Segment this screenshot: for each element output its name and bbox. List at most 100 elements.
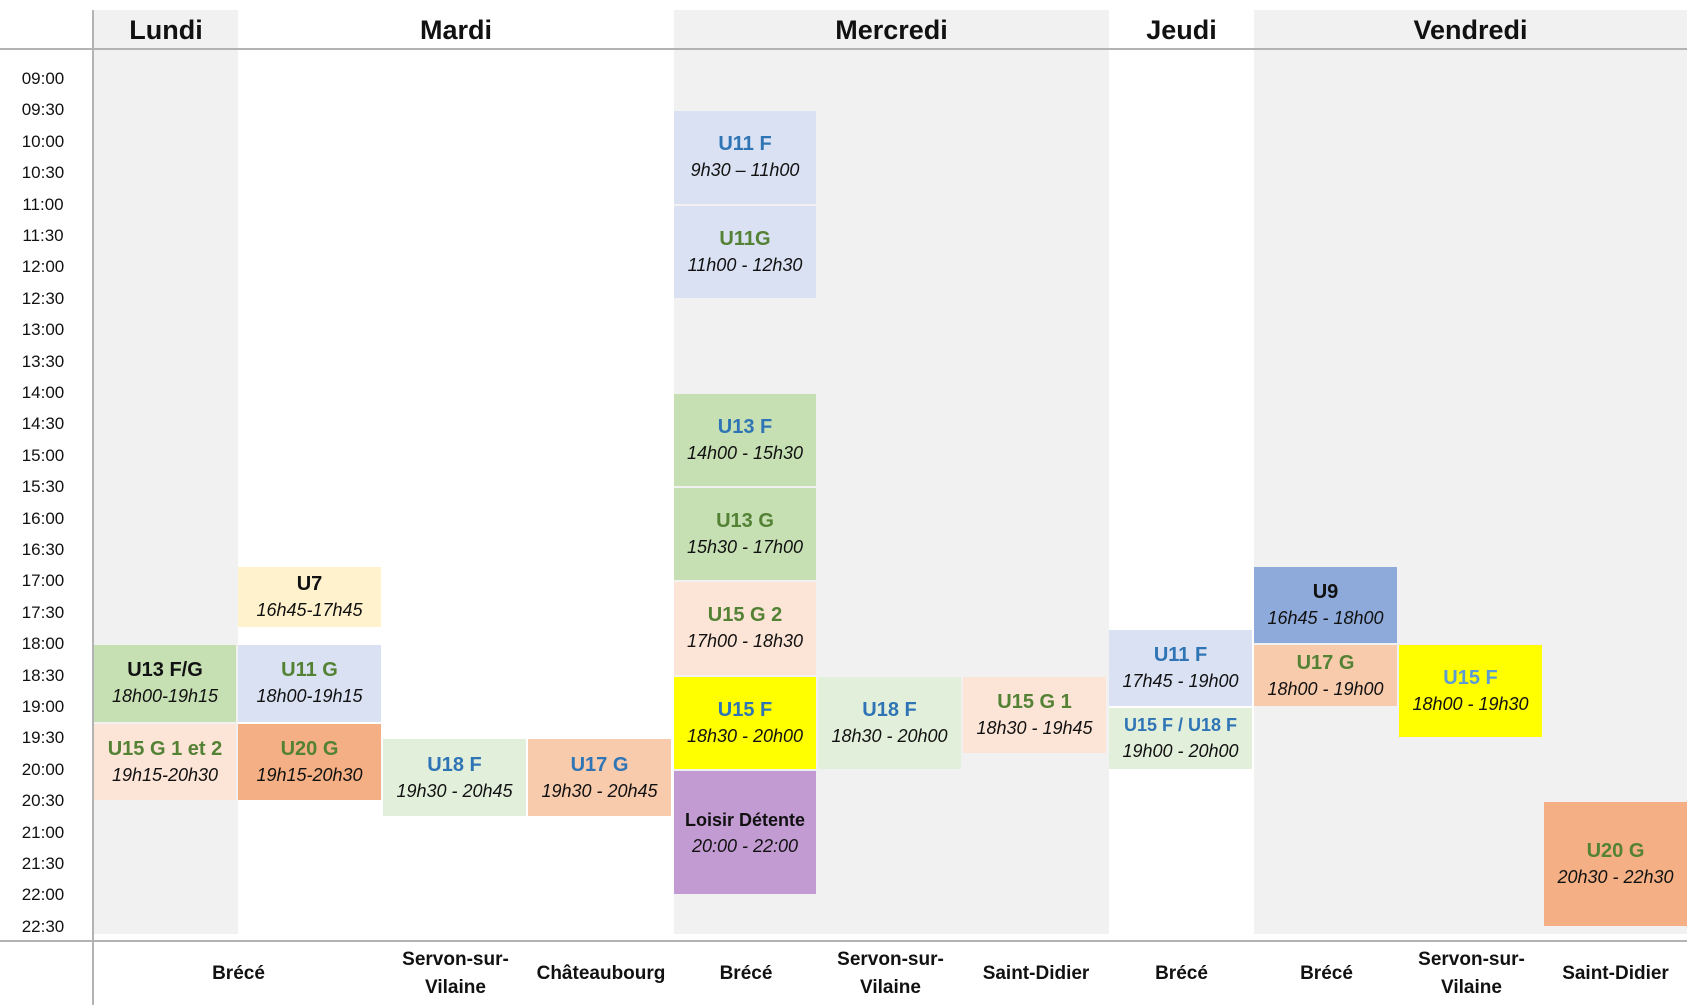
session-block[interactable]: U18 F 18h30 - 20h00 — [818, 676, 961, 769]
venue-label: Servon-sur-Vilaine — [402, 949, 509, 998]
time-label: 21:30 — [21, 854, 65, 873]
session-name: U9 — [1312, 580, 1339, 603]
session-time: 9h30 – 11h00 — [690, 160, 800, 181]
session-time: 16h45 - 18h00 — [1267, 607, 1384, 628]
day-header-vendredi: Vendredi — [1413, 15, 1528, 45]
day-header-jeudi: Jeudi — [1146, 15, 1217, 45]
time-label: 19:00 — [21, 697, 65, 716]
day-header-mercredi: Mercredi — [835, 15, 948, 45]
time-label: 21:00 — [21, 822, 65, 842]
session-time: 18h00 - 19h00 — [1267, 678, 1384, 699]
time-label: 20:30 — [21, 791, 65, 811]
day-header-lundi: Lundi — [129, 15, 203, 45]
session-name: Loisir Détente — [684, 809, 806, 830]
session-block[interactable]: U15 G 1 et 2 19h15-20h30 — [94, 723, 236, 801]
header-divider — [0, 48, 1687, 50]
session-time: 18h30 - 20h00 — [686, 725, 804, 746]
session-time: 18h00-19h15 — [256, 686, 363, 707]
session-time: 18h30 - 20h00 — [831, 725, 948, 746]
time-label: 15:30 — [21, 477, 65, 497]
session-time: 20h30 - 22h30 — [1557, 866, 1674, 887]
session-name: U13 F — [717, 416, 773, 439]
vendredi-column-shade — [1254, 10, 1687, 934]
day-header-mardi: Mardi — [419, 15, 492, 45]
time-label: 09:00 — [21, 69, 65, 88]
session-name: U13 F/G — [127, 659, 203, 682]
session-name: U15 G 2 — [707, 604, 783, 627]
time-label: 12:00 — [21, 257, 65, 277]
venue-label: Servon-sur-Vilaine — [837, 949, 944, 998]
session-block[interactable]: U11 F 9h30 – 11h00 — [674, 111, 816, 204]
session-block[interactable]: U13 F/G 18h00-19h15 — [94, 645, 236, 722]
session-time: 17h00 - 18h30 — [686, 631, 804, 652]
venue-label: Brécé — [719, 963, 773, 984]
time-label: 09:30 — [21, 100, 65, 120]
session-time: 19h15-20h30 — [111, 764, 219, 785]
session-time: 19h15-20h30 — [256, 764, 363, 785]
session-time: 18h00-19h15 — [111, 686, 219, 707]
session-time: 20:00 - 22:00 — [691, 835, 799, 856]
venue-label: Servon-sur-Vilaine — [1418, 949, 1525, 998]
session-time: 18h00 - 19h30 — [1412, 694, 1529, 715]
time-label: 16:00 — [21, 508, 65, 528]
session-name: U17 G — [570, 753, 629, 776]
time-label: 11:00 — [22, 194, 64, 214]
session-name: U15 G 1 — [997, 690, 1072, 713]
venue-label: Brécé — [212, 963, 265, 984]
session-block[interactable]: U7 16h45-17h45 — [238, 566, 381, 628]
session-time: 16h45-17h45 — [256, 600, 363, 621]
session-name: U7 — [296, 573, 323, 596]
session-name: U11G — [719, 227, 771, 250]
time-label: 17:30 — [21, 602, 65, 622]
session-block[interactable]: U17 G 19h30 - 20h45 — [528, 739, 671, 816]
venue-label: Saint-Didier — [982, 963, 1090, 984]
time-label: 13:30 — [21, 351, 65, 371]
session-block[interactable]: U18 F 19h30 - 20h45 — [383, 739, 526, 816]
session-time: 15h30 - 17h00 — [686, 537, 804, 558]
session-name: U18 F — [427, 753, 482, 776]
time-label: 18:30 — [21, 665, 65, 685]
venue-label: Brécé — [1155, 963, 1208, 984]
footer-divider — [0, 940, 1687, 942]
session-block[interactable]: U11G 11h00 - 12h30 — [674, 205, 816, 298]
venue-label: Châteaubourg — [536, 963, 666, 984]
session-block[interactable]: U13 F 14h00 - 15h30 — [674, 394, 816, 487]
venue-label: Brécé — [1300, 963, 1353, 984]
session-block[interactable]: U17 G 18h00 - 19h00 — [1254, 645, 1397, 706]
session-time: 17h45 - 19h00 — [1122, 670, 1239, 691]
session-time: 19h30 - 20h45 — [541, 780, 658, 801]
session-block[interactable]: U20 G 19h15-20h30 — [238, 723, 381, 801]
session-name: U11 F — [1153, 643, 1208, 666]
session-name: U11 G — [281, 659, 338, 682]
session-block[interactable]: U11 G 18h00-19h15 — [238, 645, 381, 722]
session-name: U20 G — [1586, 839, 1645, 862]
session-block[interactable]: U13 G 15h30 - 17h00 — [674, 488, 816, 581]
session-block[interactable]: U15 F / U18 F 19h00 - 20h00 — [1109, 708, 1252, 769]
session-time: 11h00 - 12h30 — [687, 254, 803, 275]
time-label: 10:00 — [21, 131, 65, 151]
session-name: U15 F / U18 F — [1123, 715, 1238, 736]
session-name: U13 G — [716, 510, 774, 533]
session-block[interactable]: U15 G 2 17h00 - 18h30 — [674, 582, 816, 675]
session-block[interactable]: U11 F 17h45 - 19h00 — [1109, 629, 1252, 706]
time-label: 22:00 — [21, 885, 65, 905]
time-label: 13:00 — [21, 320, 65, 340]
time-label: 15:00 — [21, 445, 65, 465]
session-block[interactable]: U9 16h45 - 18h00 — [1254, 566, 1397, 644]
time-label: 14:30 — [21, 414, 65, 434]
session-block[interactable]: U15 G 1 18h30 - 19h45 — [963, 676, 1106, 754]
time-label: 19:30 — [21, 728, 65, 748]
session-time: 19h00 - 20h00 — [1122, 741, 1239, 762]
time-label: 12:30 — [21, 288, 65, 308]
time-label: 11:30 — [22, 226, 64, 245]
session-name: U18 F — [862, 698, 917, 721]
time-axis-divider — [92, 10, 94, 1005]
session-name: U20 G — [280, 737, 339, 760]
session-block[interactable]: Loisir Détente 20:00 - 22:00 — [674, 770, 816, 895]
session-block[interactable]: U15 F 18h30 - 20h00 — [674, 676, 816, 769]
session-block[interactable]: U20 G 20h30 - 22h30 — [1544, 802, 1687, 926]
session-block[interactable]: U15 F 18h00 - 19h30 — [1399, 645, 1542, 738]
venue-label: Saint-Didier — [1562, 963, 1669, 984]
session-name: U15 F — [717, 698, 773, 721]
session-name: U15 F — [1443, 667, 1498, 690]
